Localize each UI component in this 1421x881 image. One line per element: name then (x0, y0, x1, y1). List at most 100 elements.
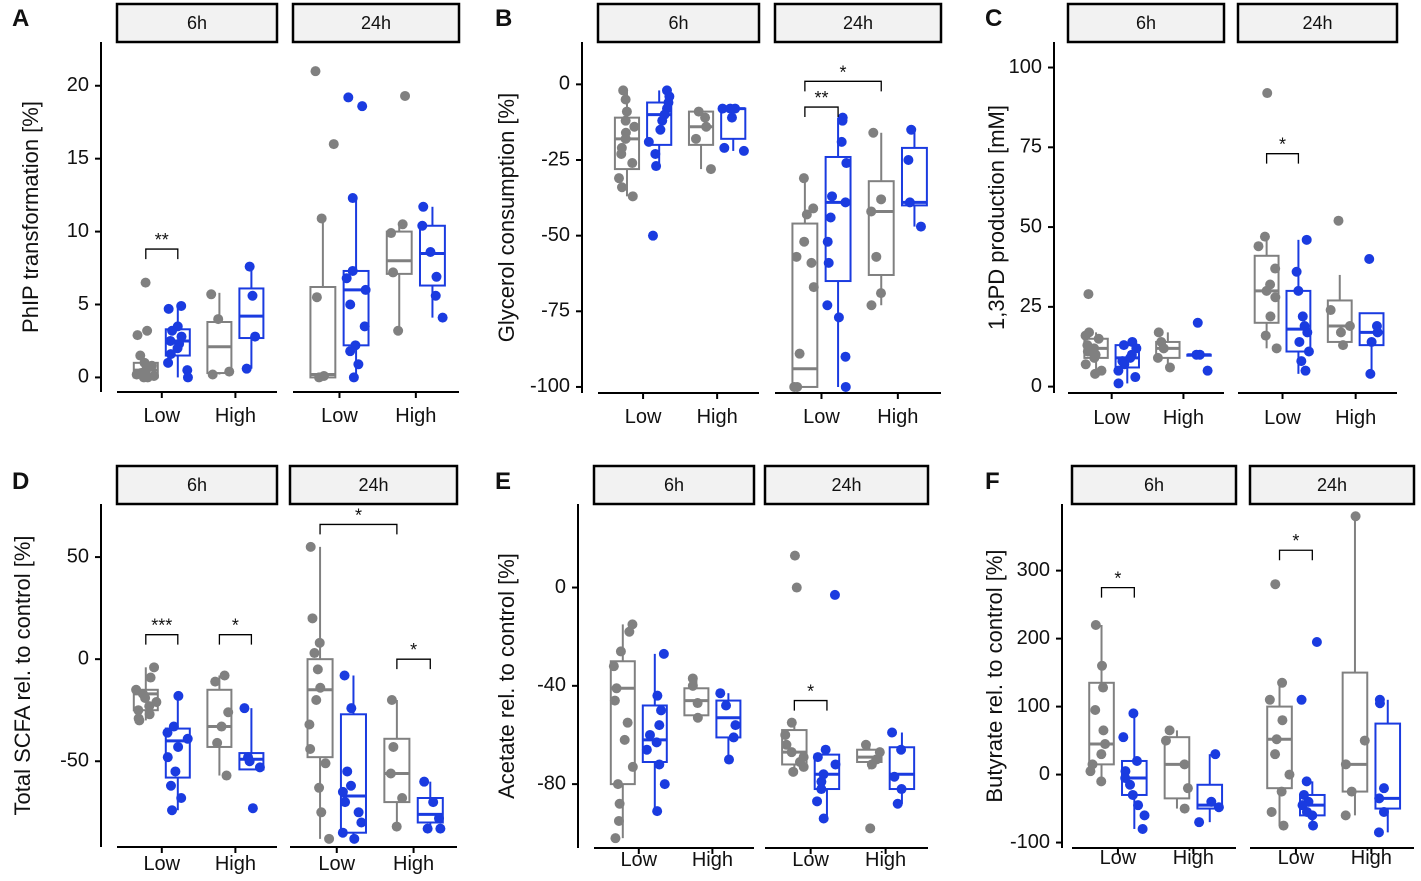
data-point (173, 690, 184, 701)
boxplot-blue (238, 261, 265, 374)
data-point (309, 648, 320, 659)
y-axis-label: PhIP transformation [%] (18, 101, 43, 333)
data-point (1311, 637, 1322, 648)
data-point (250, 331, 261, 342)
data-point (865, 823, 876, 834)
data-point (1202, 365, 1213, 376)
data-point (629, 121, 640, 132)
data-point (337, 827, 348, 838)
significance-label: * (1114, 569, 1121, 589)
data-point (726, 112, 737, 123)
data-point (616, 148, 627, 159)
data-point (1378, 806, 1389, 817)
data-point (425, 247, 436, 257)
y-tick-label: -100 (530, 375, 570, 397)
data-point (798, 173, 809, 184)
bracket-line (804, 106, 839, 118)
data-point (435, 823, 446, 834)
data-point (1098, 682, 1109, 693)
data-point (627, 761, 638, 772)
data-point (400, 90, 411, 101)
data-point (613, 173, 624, 184)
panel-letter: D (12, 468, 29, 495)
boxplot-blue (1373, 694, 1402, 838)
boxplot-grey (1340, 511, 1370, 821)
data-point (1194, 817, 1205, 828)
data-point (1325, 305, 1336, 316)
data-point (1080, 359, 1091, 370)
y-axis-label: 1,3PD production [mM] (984, 105, 1009, 330)
x-tick-label: High (215, 405, 256, 427)
data-point (643, 136, 654, 147)
data-point (1125, 352, 1136, 363)
data-point (1378, 783, 1389, 794)
data-point (641, 744, 652, 755)
data-point (386, 228, 397, 239)
data-point (1128, 708, 1139, 719)
data-point (896, 784, 907, 795)
facet-strip (1248, 464, 1416, 506)
y-tick-label: 0 (78, 647, 89, 669)
data-point (808, 282, 819, 293)
y-tick-label: -25 (541, 148, 570, 170)
bracket-line (145, 248, 179, 260)
data-point (134, 715, 145, 726)
y-tick-label: 0 (1031, 375, 1042, 397)
boxplot-grey (683, 673, 710, 723)
data-point (1131, 755, 1142, 766)
data-point (896, 744, 907, 755)
box (1253, 254, 1280, 324)
significance-bracket: * (1265, 135, 1300, 164)
data-point (212, 737, 223, 748)
data-point (788, 766, 799, 777)
bracket-line (319, 523, 398, 535)
boxplot-grey (383, 695, 411, 832)
y-tick-label: 0 (559, 73, 570, 95)
data-point (728, 732, 739, 743)
data-point (142, 325, 153, 336)
panel-letter: C (985, 5, 1002, 32)
data-point (1350, 511, 1361, 522)
facet-strip-label: 6h (187, 13, 207, 33)
data-point (840, 197, 851, 208)
data-point (207, 369, 218, 380)
y-tick-label: -50 (541, 224, 570, 246)
data-point (314, 782, 325, 793)
data-point (353, 359, 364, 370)
data-point (614, 798, 625, 809)
significance-label: * (840, 62, 847, 82)
significance-bracket: *** (145, 616, 179, 645)
data-point (1372, 327, 1383, 338)
boxplot-grey (1152, 327, 1181, 373)
data-point (1096, 776, 1107, 787)
data-point (173, 741, 184, 752)
data-point (172, 343, 183, 354)
significance-label: * (355, 505, 362, 525)
y-tick-label: 5 (78, 293, 89, 315)
panel-letter: A (12, 5, 29, 32)
facet-strip-label: 6h (1144, 475, 1164, 495)
data-point (339, 670, 350, 681)
data-point (655, 124, 666, 135)
data-point (692, 712, 703, 723)
data-point (359, 321, 370, 332)
y-axis-label: Butyrate rel. to control [%] (982, 549, 1007, 802)
data-point (311, 695, 322, 705)
data-point (1164, 362, 1175, 373)
data-point (165, 780, 176, 791)
data-point (1100, 738, 1111, 749)
box (900, 146, 928, 207)
data-point (822, 236, 833, 247)
data-point (132, 330, 143, 341)
significance-label: * (1292, 531, 1299, 551)
data-point (247, 290, 258, 301)
data-point (620, 115, 631, 126)
data-point (385, 768, 396, 779)
data-point (348, 372, 359, 383)
data-point (210, 676, 221, 687)
data-point (1271, 734, 1282, 745)
data-point (168, 721, 179, 732)
box (238, 752, 265, 771)
data-point (1210, 749, 1221, 760)
